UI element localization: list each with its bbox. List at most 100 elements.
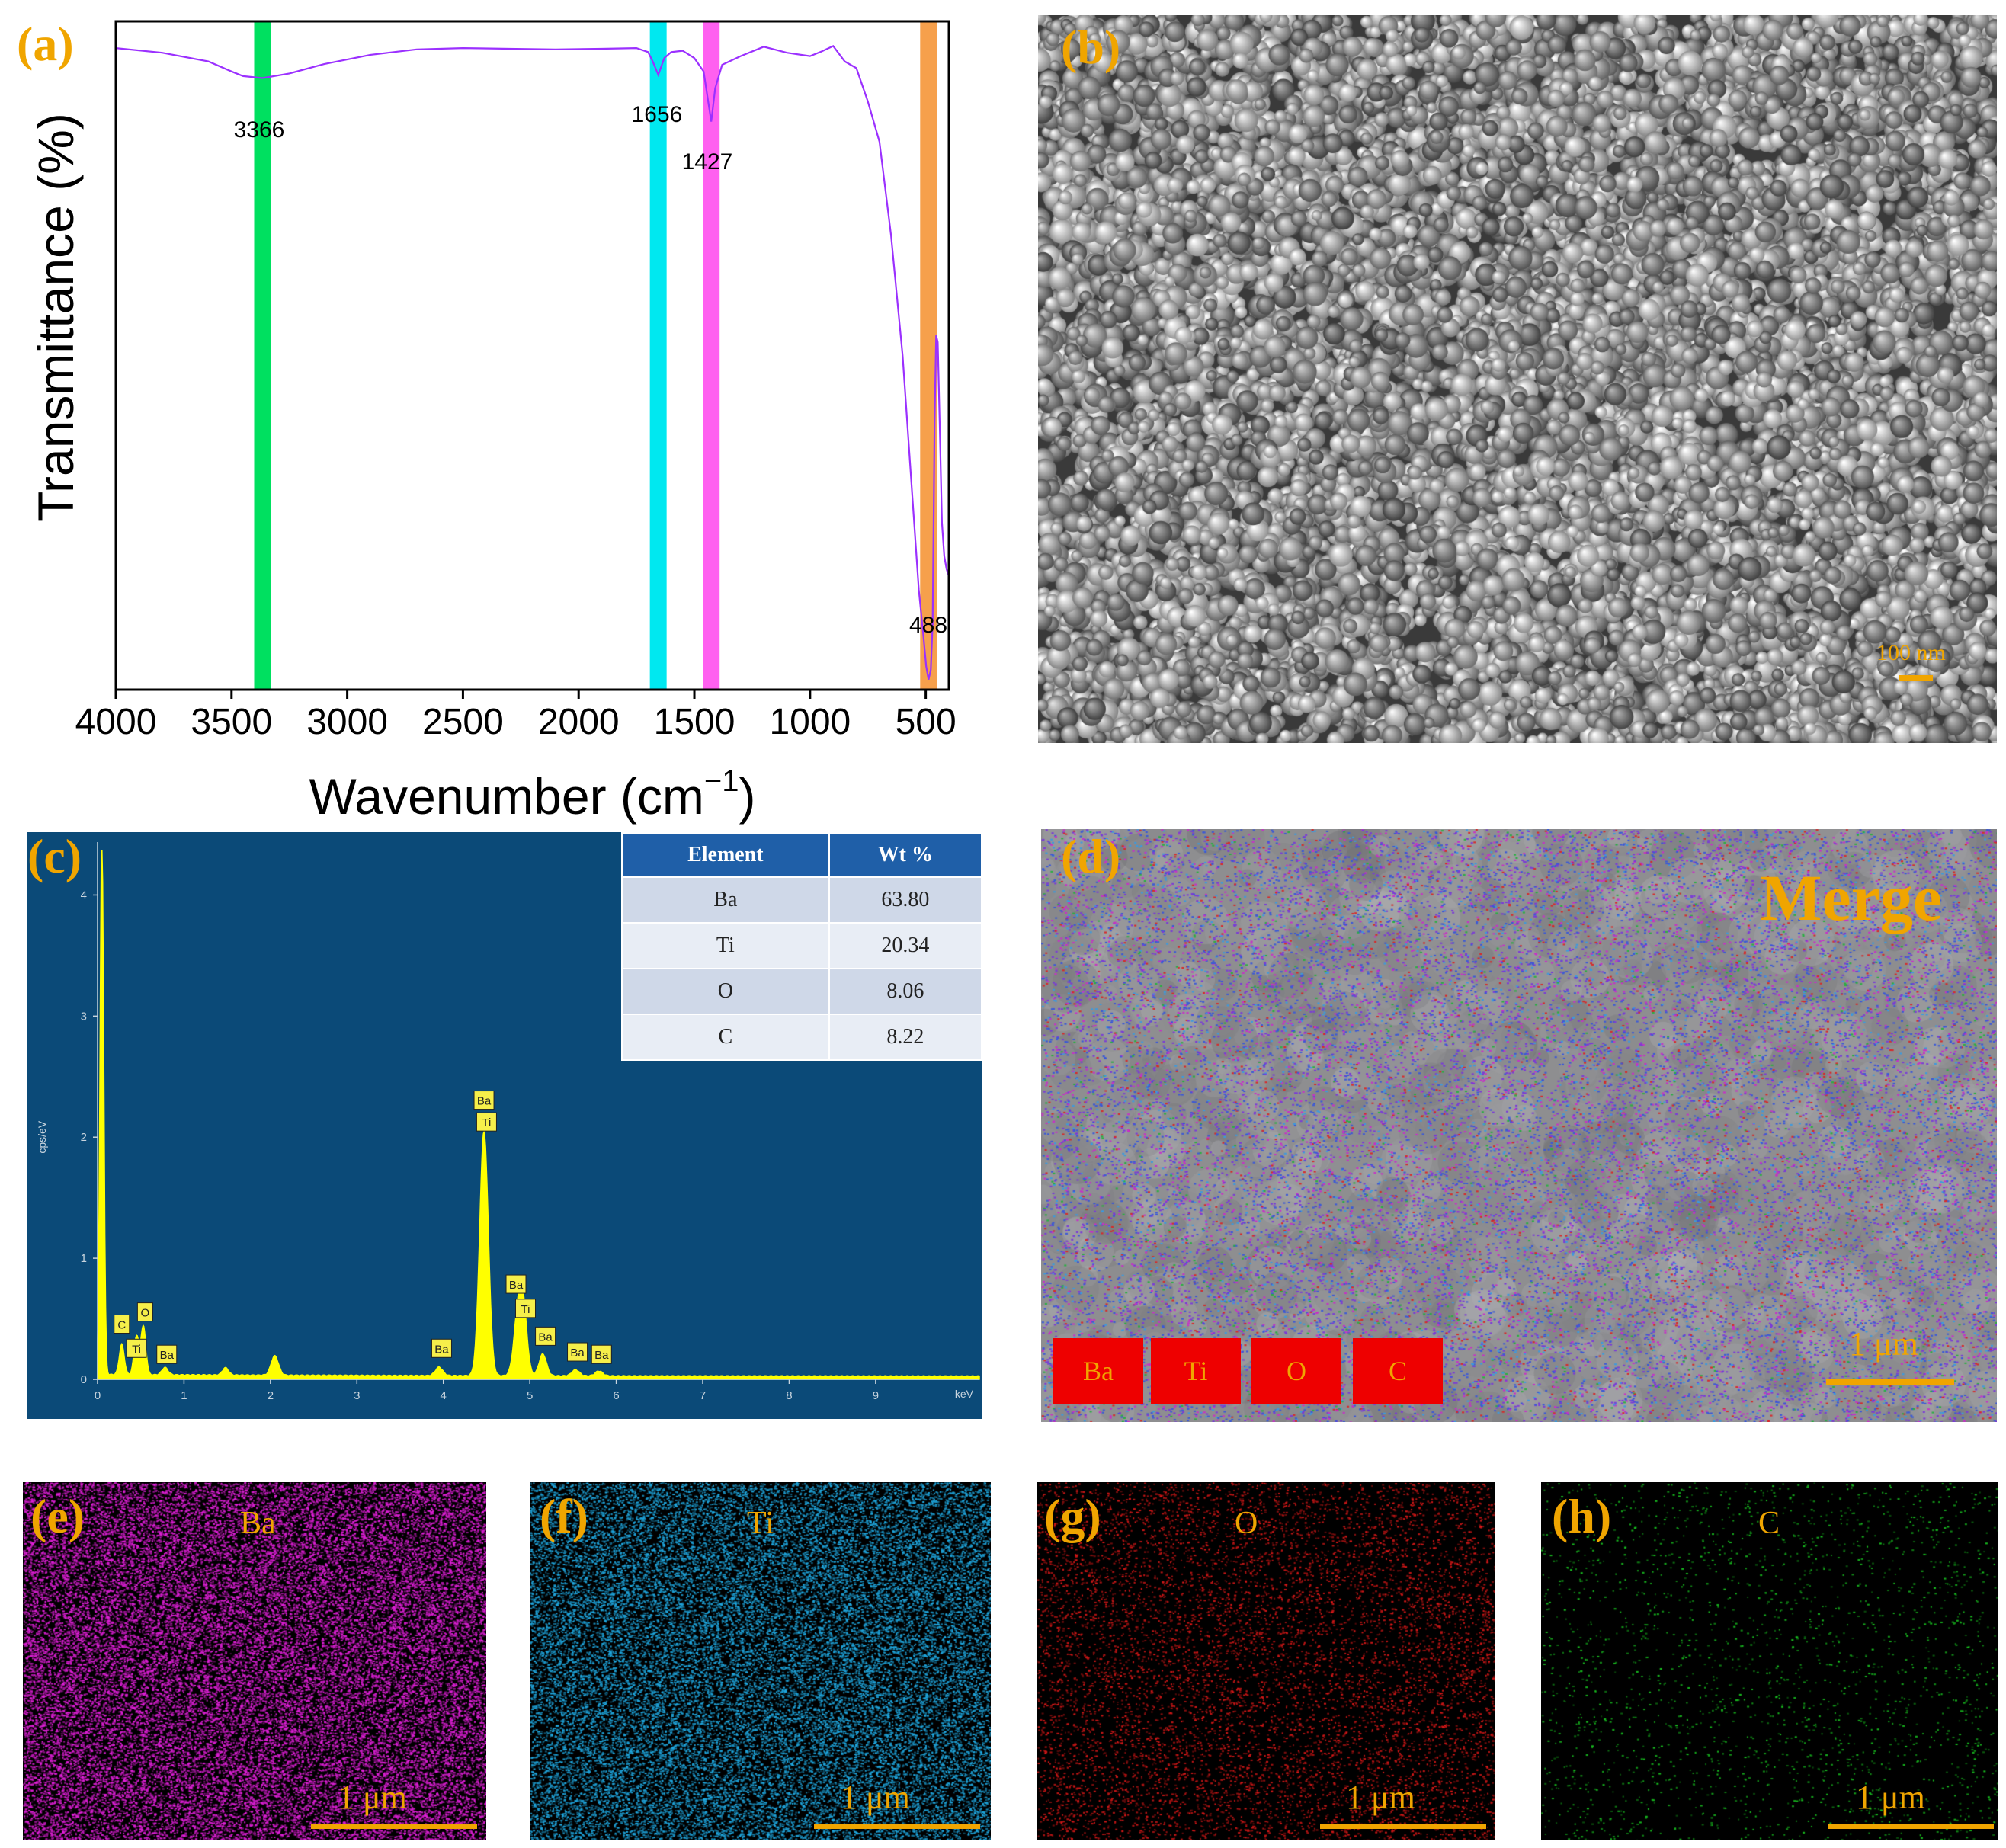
band-label-3366: 3366 xyxy=(234,117,285,143)
eds-peak-label: O xyxy=(141,1307,150,1320)
eds-x-tick-label: 0 xyxy=(95,1389,101,1402)
map-scale-bar-o xyxy=(1320,1824,1486,1829)
eds-y-tick-label: 1 xyxy=(81,1252,87,1265)
map-scale-bar-ba xyxy=(311,1824,477,1829)
legend-c: C xyxy=(1353,1338,1443,1404)
table-cell: 8.06 xyxy=(828,968,983,1015)
panel-label-d: (d) xyxy=(1061,829,1121,883)
legend-ba: Ba xyxy=(1053,1338,1143,1404)
band-3366 xyxy=(254,21,271,690)
ftir-x-tick-label: 2500 xyxy=(422,702,504,742)
eds-x-tick-label: 1 xyxy=(181,1389,187,1402)
band-488 xyxy=(920,21,937,690)
eds-peak-label-box xyxy=(126,1338,147,1358)
table-cell: 20.34 xyxy=(828,922,983,969)
ftir-x-tick-label: 4000 xyxy=(75,702,157,742)
eds-y-tick-label: 0 xyxy=(81,1373,87,1386)
table-cell: O xyxy=(621,968,830,1015)
eds-x-unit: keV xyxy=(955,1388,974,1400)
ftir-x-tick-label: 3500 xyxy=(191,702,272,742)
map-title-ti: Ti xyxy=(747,1506,774,1541)
table-cell: Ti xyxy=(621,922,830,969)
ftir-chart: 4000 3500 3000 2500 2000 1500 1000 500 3366 1656 1… xyxy=(27,20,957,825)
ftir-x-tick-label: 3000 xyxy=(306,702,388,742)
eds-y-tick-label: 3 xyxy=(81,1010,87,1023)
merge-dots xyxy=(1041,829,1997,1422)
table-cell: Ba xyxy=(621,876,830,924)
eds-peak-label-box xyxy=(535,1326,556,1346)
ftir-x-axis-label: Wavenumber (cm−1) xyxy=(309,764,756,825)
eds-x-tick-label: 7 xyxy=(700,1389,706,1402)
panel-label-b: (b) xyxy=(1061,20,1121,74)
band-1656 xyxy=(649,21,667,690)
eds-peak-label: Ti xyxy=(132,1343,141,1356)
table-row: Ba 63.80 xyxy=(621,876,983,924)
eds-peak-label: Ba xyxy=(160,1349,175,1362)
legend-ti: Ti xyxy=(1151,1338,1241,1404)
ftir-x-tick-label: 1500 xyxy=(654,702,735,742)
eds-peak-label-box xyxy=(136,1302,153,1322)
ftir-plot-frame xyxy=(114,20,950,691)
map-scale-label-ti: 1 μm xyxy=(841,1779,910,1816)
merge-map: Merge 1 μm xyxy=(1041,829,1997,1422)
sem-particles xyxy=(1038,15,1997,743)
panel-label-c: (c) xyxy=(27,829,82,883)
band-1427 xyxy=(703,21,720,690)
ftir-x-tick-label: 1000 xyxy=(769,702,851,742)
merge-title: Merge xyxy=(1760,861,1942,934)
ftir-x-tick-label: 2000 xyxy=(538,702,620,742)
eds-x-tick-label: 8 xyxy=(786,1389,792,1402)
map-scale-label-ba: 1 μm xyxy=(338,1779,407,1816)
element-map-ba: Ba 1 μm xyxy=(23,1482,486,1840)
panel-label-f: (f) xyxy=(540,1489,588,1543)
ftir-y-axis-label: Transmittance (%) xyxy=(27,113,84,522)
panel-label-g: (g) xyxy=(1044,1489,1101,1543)
eds-peak-label: Ti xyxy=(482,1116,491,1129)
map-scale-label-c: 1 μm xyxy=(1856,1779,1925,1816)
eds-peak-label: Ba xyxy=(594,1349,609,1362)
map-title-ba: Ba xyxy=(240,1506,276,1541)
table-cell: C xyxy=(621,1014,830,1061)
panel-label-h: (h) xyxy=(1552,1489,1612,1543)
table-row: O 8.06 xyxy=(621,968,983,1015)
ftir-x-tick-label: 500 xyxy=(896,702,957,742)
eds-peak-label-box xyxy=(591,1344,612,1364)
eds-y-tick-label: 4 xyxy=(81,889,87,902)
table-header-wt: Wt % xyxy=(828,832,983,878)
eds-peak-label-box xyxy=(156,1344,178,1364)
eds-composition-table: Element Wt % Ba 63.80 Ti 20.34 O 8.06 C 8.22 xyxy=(621,832,983,1061)
eds-peak-label: Ba xyxy=(538,1331,553,1344)
band-label-1656: 1656 xyxy=(632,102,683,127)
eds-x-tick-label: 3 xyxy=(354,1389,360,1402)
c-dots xyxy=(1541,1482,1998,1840)
eds-peak-label: Ba xyxy=(434,1343,449,1356)
eds-peak-label: C xyxy=(117,1319,126,1332)
eds-x-tick-label: 9 xyxy=(873,1389,879,1402)
eds-x-tick-label: 4 xyxy=(441,1389,447,1402)
sem-image: 100 nm xyxy=(1038,15,1997,743)
merge-scale-bar xyxy=(1826,1379,1954,1385)
element-map-ti: Ti 1 μm xyxy=(530,1482,991,1840)
table-header-row: Element Wt % xyxy=(621,832,983,878)
o-dots xyxy=(1037,1482,1495,1840)
eds-x-tick-label: 2 xyxy=(268,1389,274,1402)
element-map-c: C 1 μm xyxy=(1541,1482,1998,1840)
ti-dots xyxy=(530,1482,991,1840)
eds-peak-label-box xyxy=(431,1338,452,1358)
eds-peak-label: Ba xyxy=(570,1347,585,1360)
merge-scale-label: 1 μm xyxy=(1849,1325,1918,1363)
eds-x-tick-label: 6 xyxy=(613,1389,619,1402)
sem-scale-label: 100 nm xyxy=(1876,640,1946,665)
panel-label-a: (a) xyxy=(17,17,74,71)
map-title-c: C xyxy=(1758,1506,1780,1541)
panel-label-e: (e) xyxy=(30,1489,85,1543)
map-scale-label-o: 1 μm xyxy=(1346,1779,1415,1816)
eds-y-tick-label: 2 xyxy=(81,1131,87,1144)
eds-peak-label-box xyxy=(114,1315,130,1334)
eds-peak-label: Ba xyxy=(477,1095,492,1108)
band-label-488: 488 xyxy=(909,613,947,638)
eds-peak-label-box xyxy=(473,1091,495,1110)
eds-x-tick-label: 5 xyxy=(527,1389,533,1402)
eds-peak-label: Ba xyxy=(509,1279,524,1292)
map-title-o: O xyxy=(1235,1506,1258,1541)
